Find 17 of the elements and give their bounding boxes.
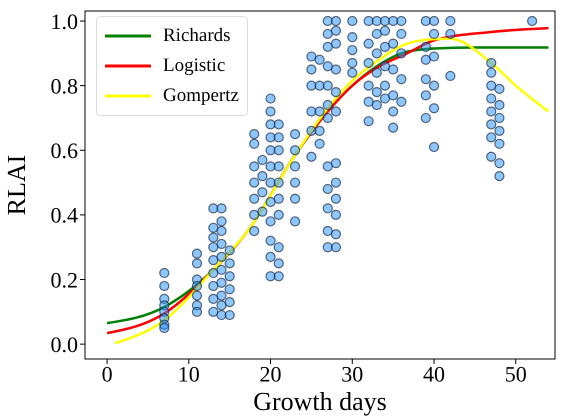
x-tick-label: 0 — [102, 362, 113, 387]
x-tick-label: 40 — [423, 362, 446, 387]
x-tick-label: 10 — [178, 362, 200, 387]
x-tick-label: 50 — [504, 362, 527, 387]
y-tick-label: 0.0 — [50, 332, 78, 357]
x-tick-label: 30 — [341, 362, 364, 387]
x-axis-title: Growth days — [253, 387, 387, 416]
y-tick-label: 1.0 — [50, 8, 78, 34]
legend-label: Gompertz — [163, 85, 239, 107]
legend-label: Richards — [163, 25, 231, 47]
x-tick-label: 20 — [260, 362, 282, 387]
y-tick-label: 0.4 — [50, 202, 78, 228]
y-tick-label: 0.6 — [50, 138, 78, 164]
y-axis-title: RLAI — [2, 154, 32, 216]
y-tick-label: 0.2 — [50, 267, 78, 292]
legend-label: Logistic — [163, 55, 226, 77]
y-tick-label: 0.8 — [50, 73, 78, 98]
